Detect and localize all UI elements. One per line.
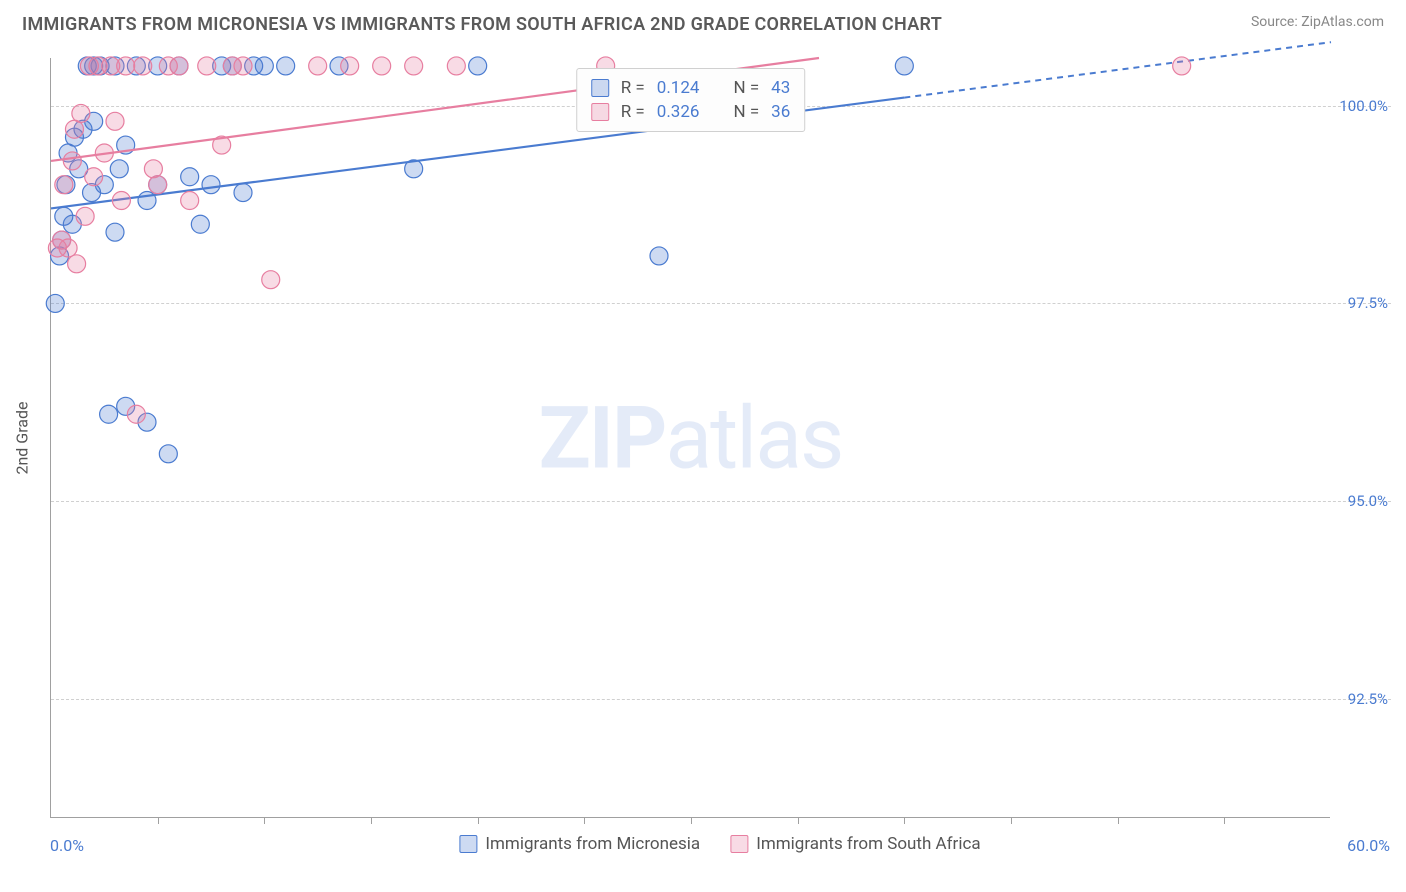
n-value-1: 43 <box>771 78 790 98</box>
legend-label-2: Immigrants from South Africa <box>756 834 980 854</box>
data-point <box>134 57 152 75</box>
data-point <box>255 57 273 75</box>
data-point <box>469 57 487 75</box>
n-label: N = <box>733 102 759 122</box>
chart-source: Source: ZipAtlas.com <box>1251 14 1384 30</box>
correlation-box: R = 0.124 N = 43 R = 0.326 N = 36 <box>576 68 806 132</box>
x-tick <box>371 817 372 824</box>
chart-title: IMMIGRANTS FROM MICRONESIA VS IMMIGRANTS… <box>22 14 942 35</box>
data-point <box>373 57 391 75</box>
data-point <box>1173 57 1191 75</box>
n-value-2: 36 <box>771 102 790 122</box>
scatter-svg <box>51 58 1331 818</box>
legend-item-1: Immigrants from Micronesia <box>459 834 700 854</box>
x-tick <box>584 817 585 824</box>
data-point <box>144 160 162 178</box>
data-point <box>106 112 124 130</box>
data-point <box>202 176 220 194</box>
x-tick <box>904 817 905 824</box>
x-tick <box>691 817 692 824</box>
data-point <box>277 57 295 75</box>
source-label: Source: <box>1251 14 1298 30</box>
x-max-label: 60.0% <box>1347 836 1390 855</box>
data-point <box>895 57 913 75</box>
bottom-legend: Immigrants from Micronesia Immigrants fr… <box>459 834 980 854</box>
x-tick <box>158 817 159 824</box>
data-point <box>405 57 423 75</box>
swatch-series-2-icon <box>591 103 609 121</box>
legend-swatch-1-icon <box>459 835 477 853</box>
data-point <box>127 405 145 423</box>
data-point <box>63 152 81 170</box>
r-label: R = <box>621 102 645 122</box>
x-tick <box>1224 817 1225 824</box>
data-point <box>341 57 359 75</box>
n-label: N = <box>733 78 759 98</box>
data-point <box>106 223 124 241</box>
data-point <box>110 160 128 178</box>
trend-line-dashed <box>904 42 1331 97</box>
data-point <box>234 184 252 202</box>
x-tick <box>1118 817 1119 824</box>
data-point <box>85 168 103 186</box>
data-point <box>181 168 199 186</box>
legend-label-1: Immigrants from Micronesia <box>485 834 700 854</box>
data-point <box>112 192 130 210</box>
r-label: R = <box>621 78 645 98</box>
data-point <box>650 247 668 265</box>
y-tick-label: 97.5% <box>1333 294 1388 312</box>
x-min-label: 0.0% <box>50 836 84 855</box>
correlation-row-series-2: R = 0.326 N = 36 <box>591 100 791 124</box>
legend-swatch-2-icon <box>730 835 748 853</box>
correlation-row-series-1: R = 0.124 N = 43 <box>591 76 791 100</box>
data-point <box>76 207 94 225</box>
y-tick-label: 100.0% <box>1333 97 1388 115</box>
data-point <box>55 176 73 194</box>
data-point <box>100 405 118 423</box>
data-point <box>117 57 135 75</box>
data-point <box>447 57 465 75</box>
legend-item-2: Immigrants from South Africa <box>730 834 980 854</box>
data-point <box>181 192 199 210</box>
data-point <box>68 255 86 273</box>
y-tick-label: 95.0% <box>1333 492 1388 510</box>
r-value-1: 0.124 <box>657 78 700 98</box>
data-point <box>59 239 77 257</box>
source-link[interactable]: ZipAtlas.com <box>1301 14 1384 30</box>
x-tick <box>478 817 479 824</box>
x-tick <box>264 817 265 824</box>
data-point <box>309 57 327 75</box>
plot-area: ZIPatlas 100.0%97.5%95.0%92.5% R = 0.124… <box>50 58 1330 818</box>
data-point <box>72 104 90 122</box>
data-point <box>149 176 167 194</box>
data-point <box>46 294 64 312</box>
data-point <box>198 57 216 75</box>
y-axis-label: 2nd Grade <box>13 401 32 474</box>
data-point <box>234 57 252 75</box>
data-point <box>191 215 209 233</box>
data-point <box>159 445 177 463</box>
r-value-2: 0.326 <box>657 102 700 122</box>
data-point <box>262 271 280 289</box>
x-axis-row: 0.0% Immigrants from Micronesia Immigran… <box>50 828 1390 858</box>
x-tick <box>798 817 799 824</box>
y-tick-label: 92.5% <box>1333 690 1388 708</box>
chart-container: 2nd Grade ZIPatlas 100.0%97.5%95.0%92.5%… <box>50 58 1390 818</box>
x-tick <box>1011 817 1012 824</box>
data-point <box>170 57 188 75</box>
swatch-series-1-icon <box>591 79 609 97</box>
